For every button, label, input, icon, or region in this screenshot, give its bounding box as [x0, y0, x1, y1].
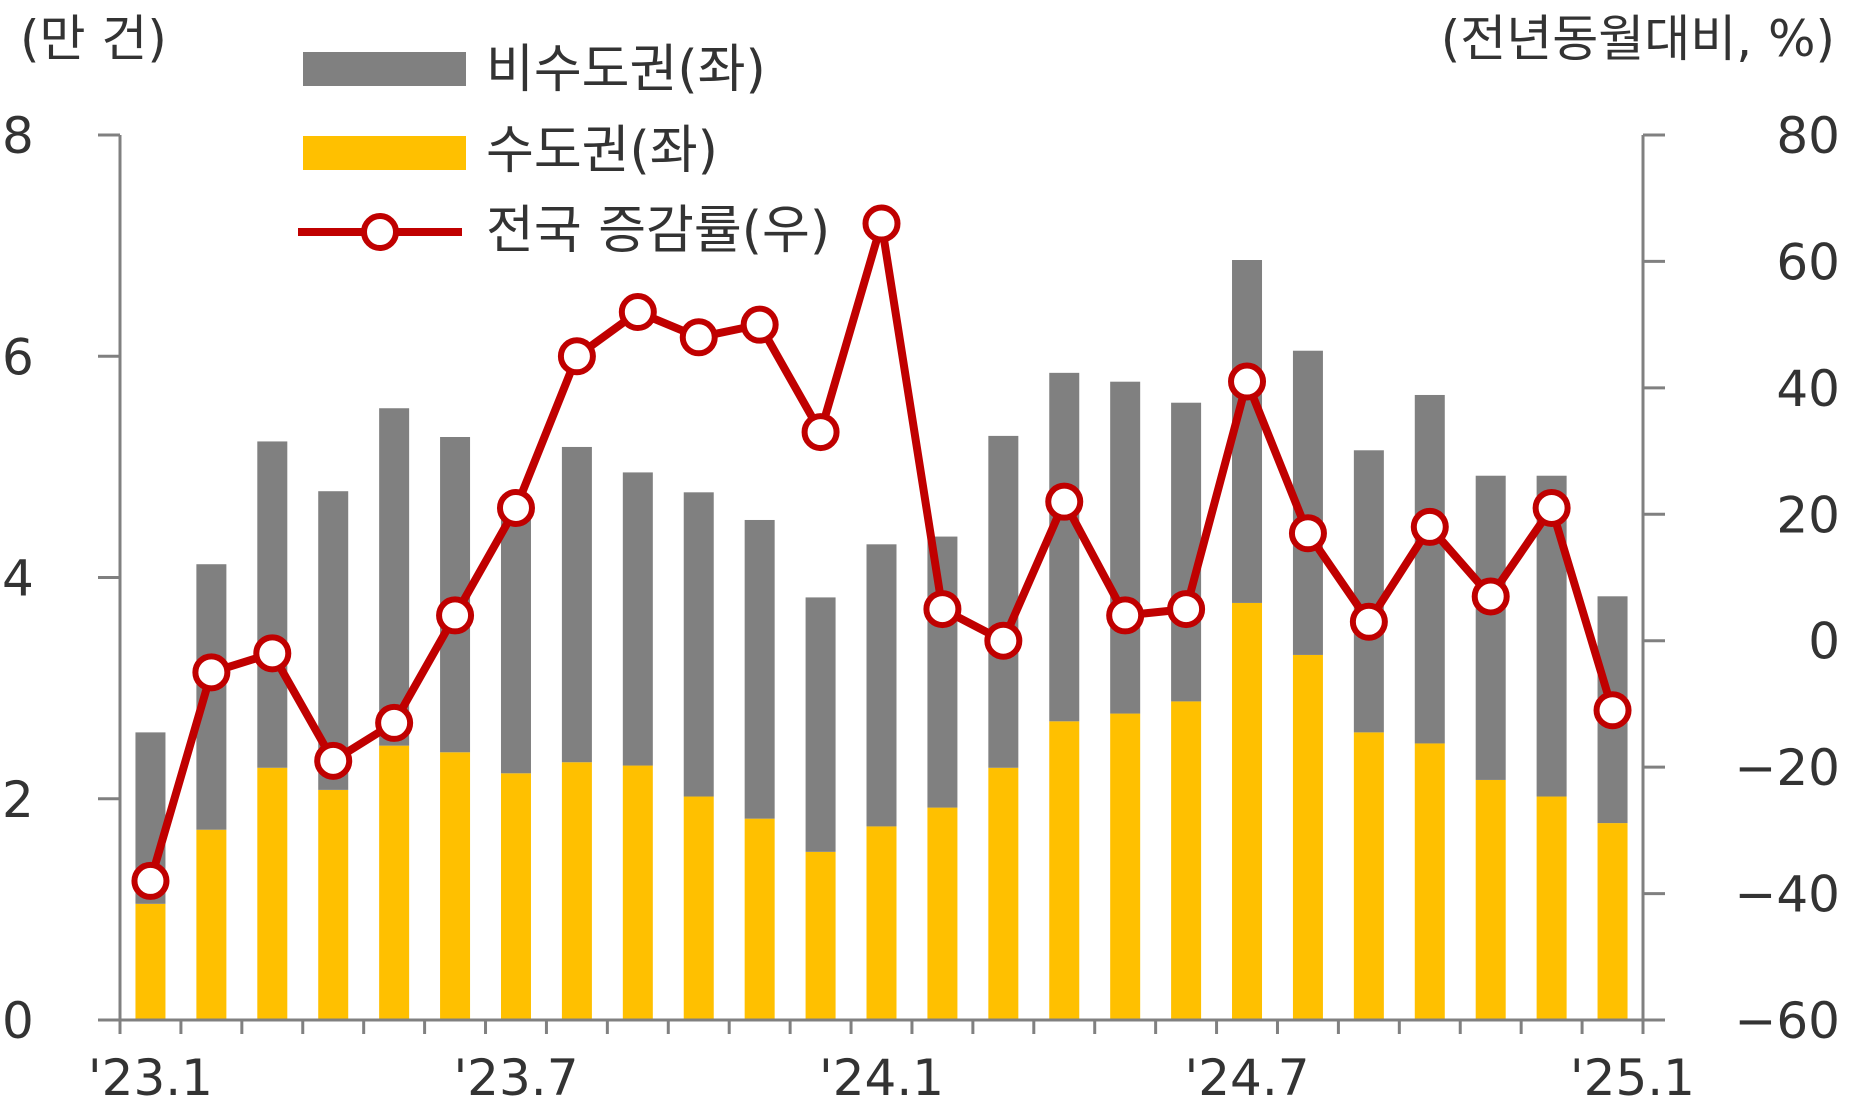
- line-point: [1471, 577, 1510, 616]
- legend-label-metro: 수도권(좌): [486, 121, 718, 181]
- bar-metro: [561, 762, 592, 1020]
- line-point: [1288, 514, 1327, 553]
- bar-metro: [1536, 796, 1567, 1020]
- line-point: [192, 653, 231, 692]
- line-point: [557, 337, 596, 376]
- x-tick-label: '25.1: [1570, 1049, 1695, 1107]
- bar-metro: [1414, 743, 1445, 1020]
- bar-nonmetro: [561, 446, 592, 763]
- line-point: [1532, 488, 1571, 527]
- left-tick-label: 0: [2, 992, 34, 1050]
- bar-metro: [1475, 779, 1506, 1020]
- bar-metro: [805, 851, 836, 1020]
- bar-nonmetro: [1171, 402, 1202, 702]
- line-point: [1410, 507, 1449, 546]
- legend-label-nonmetro: 비수도권(좌): [486, 40, 766, 100]
- left-axis-unit: (만 건): [20, 10, 167, 68]
- bar-metro: [318, 789, 349, 1020]
- line-point: [923, 590, 962, 629]
- bar-nonmetro: [805, 597, 836, 852]
- bar-nonmetro: [500, 507, 531, 774]
- bar-nonmetro: [683, 492, 714, 797]
- ticks-layer: 0 2 4 6 8 −60 −40 −20 0 20 40 60 80 '23.1 '23.7 '24.1 '2…: [2, 107, 1840, 1107]
- line-point: [1106, 596, 1145, 635]
- line-point: [314, 741, 353, 780]
- left-tick-label: 8: [2, 107, 34, 165]
- line-point: [1228, 362, 1267, 401]
- bar-metro: [379, 745, 410, 1020]
- bar-metro: [927, 807, 958, 1020]
- line-point: [131, 861, 170, 900]
- right-tick-label: 80: [1776, 107, 1840, 165]
- line-point: [679, 318, 718, 357]
- legend-label-national: 전국 증감률(우): [486, 201, 830, 261]
- line-point: [740, 305, 779, 344]
- right-tick-label: 40: [1776, 360, 1840, 418]
- right-tick-label: −60: [1734, 992, 1840, 1050]
- legend-swatch-metro: [303, 136, 466, 170]
- line-point: [862, 204, 901, 243]
- bar-metro: [196, 829, 227, 1020]
- bar-nonmetro: [866, 544, 897, 827]
- legend-swatch-nonmetro: [303, 52, 466, 86]
- right-tick-label: 60: [1776, 233, 1840, 291]
- legend: 비수도권(좌) 수도권(좌) 전국 증감률(우): [298, 40, 830, 261]
- bar-nonmetro: [257, 441, 288, 768]
- line-point: [436, 596, 475, 635]
- bar-metro: [622, 765, 653, 1020]
- bar-nonmetro: [744, 519, 775, 819]
- line-point: [984, 621, 1023, 660]
- bar-metro: [1353, 732, 1384, 1020]
- line-point: [253, 634, 292, 673]
- bar-metro: [1232, 602, 1263, 1020]
- right-tick-label: 0: [1808, 613, 1840, 671]
- bar-nonmetro: [622, 472, 653, 766]
- legend-marker-national: [361, 213, 399, 251]
- line-point: [1349, 602, 1388, 641]
- bar-metro: [683, 796, 714, 1020]
- bar-metro: [135, 903, 166, 1020]
- bars-layer: [135, 260, 1628, 1020]
- bar-nonmetro: [1353, 450, 1384, 733]
- bar-metro: [500, 773, 531, 1020]
- bar-nonmetro: [1049, 372, 1080, 722]
- line-point: [1167, 590, 1206, 629]
- bar-nonmetro: [1414, 394, 1445, 744]
- bar-metro: [440, 752, 471, 1020]
- bar-metro: [1110, 713, 1141, 1020]
- x-tick-label: '24.7: [1184, 1049, 1309, 1107]
- line-point: [1045, 482, 1084, 521]
- x-tick-label: '23.1: [88, 1049, 213, 1107]
- line-point: [375, 703, 414, 742]
- bar-metro: [1171, 701, 1202, 1020]
- right-axis-unit: (전년동월대비, %): [1441, 10, 1835, 68]
- left-tick-label: 4: [2, 550, 34, 608]
- bar-metro: [1597, 823, 1628, 1020]
- bar-metro: [866, 826, 897, 1020]
- bar-metro: [1292, 654, 1323, 1020]
- bar-metro: [1049, 721, 1080, 1020]
- line-point: [618, 293, 657, 331]
- bar-nonmetro: [379, 408, 410, 746]
- left-tick-label: 6: [2, 328, 34, 386]
- right-tick-label: −40: [1734, 866, 1840, 924]
- right-tick-label: −20: [1734, 739, 1840, 797]
- bar-metro: [257, 767, 288, 1020]
- bar-nonmetro: [1475, 475, 1506, 780]
- right-tick-label: 20: [1776, 486, 1840, 544]
- x-tick-label: '23.7: [453, 1049, 578, 1107]
- bar-nonmetro: [1110, 381, 1141, 714]
- bar-metro: [988, 767, 1019, 1020]
- bar-metro: [744, 818, 775, 1020]
- line-point: [801, 413, 840, 452]
- bar-nonmetro: [988, 435, 1019, 768]
- left-tick-label: 2: [2, 771, 34, 829]
- x-tick-label: '24.1: [819, 1049, 944, 1107]
- line-point: [496, 488, 535, 527]
- line-layer: [131, 204, 1632, 900]
- bar-nonmetro: [927, 536, 958, 808]
- line-point: [1593, 691, 1632, 730]
